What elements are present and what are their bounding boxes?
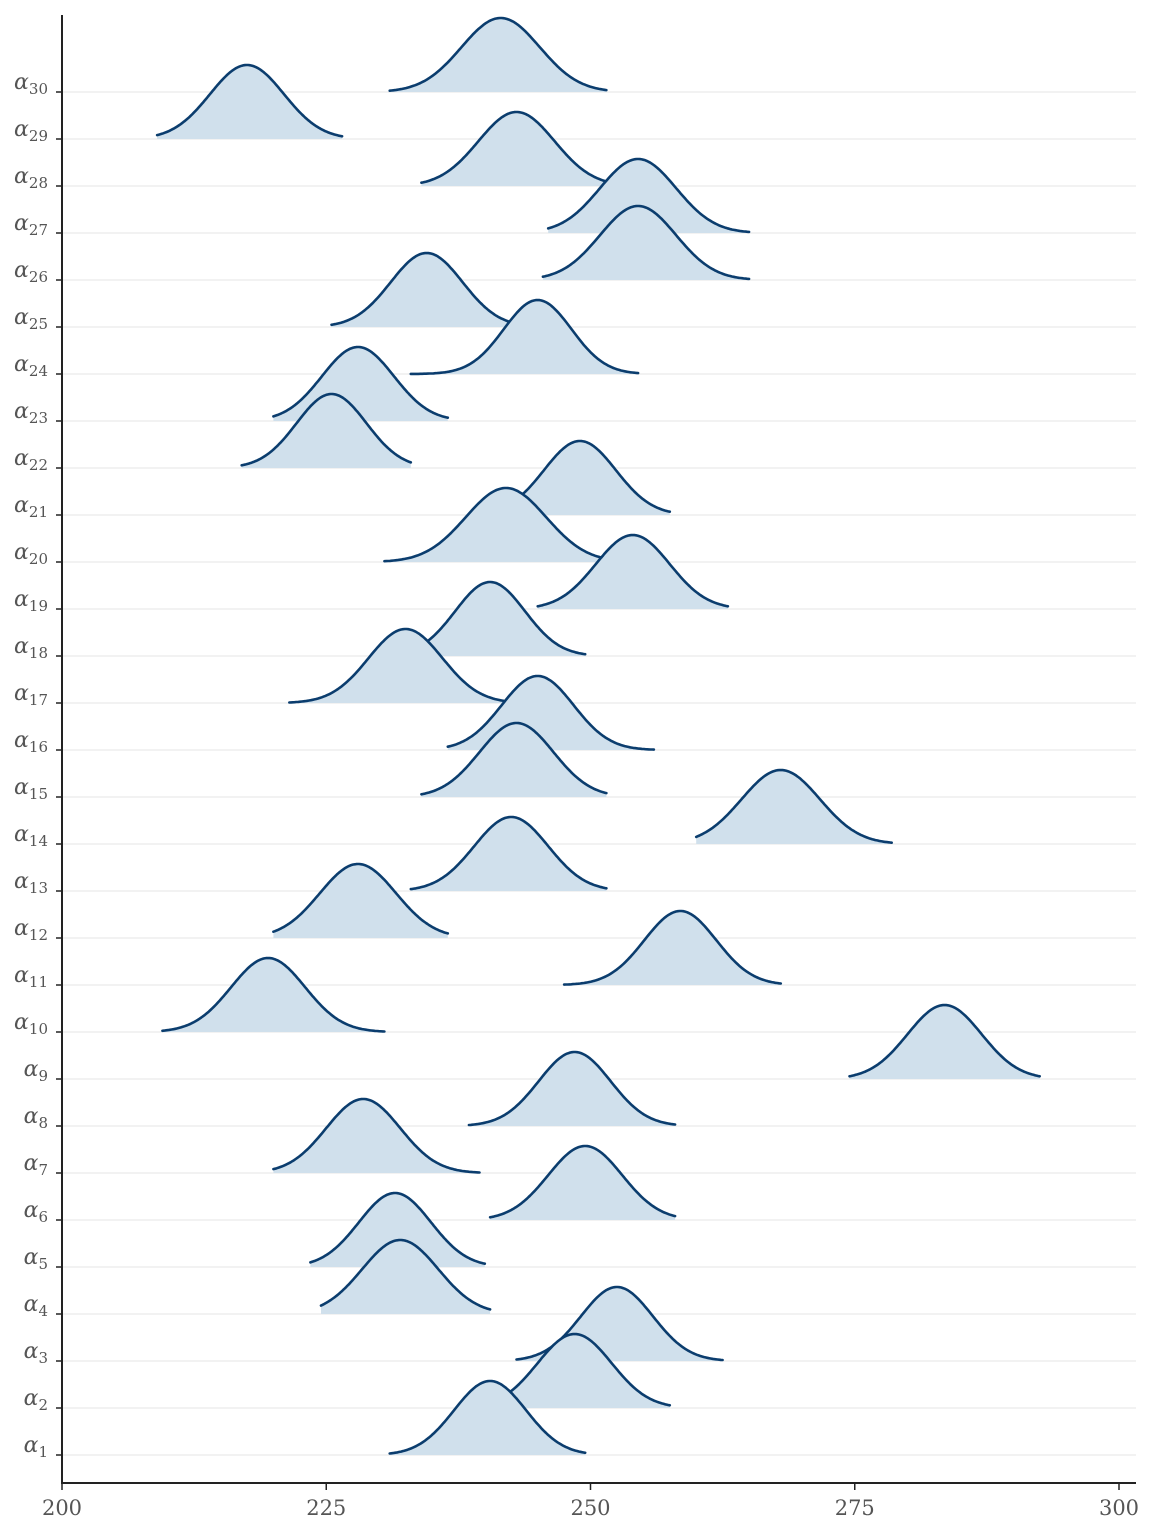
ridge-line-23 <box>272 345 450 419</box>
y-tick-label: α7 <box>24 1151 48 1179</box>
ridge-area-17 <box>289 629 506 703</box>
ridge-area-16 <box>447 676 654 750</box>
x-tick-label: 300 <box>1099 1496 1139 1520</box>
x-tick-label: 275 <box>835 1496 875 1520</box>
ridge-area-15 <box>421 723 607 797</box>
y-tick-label: α13 <box>14 869 48 897</box>
y-tick-label: α23 <box>14 399 48 427</box>
ridge-area-26 <box>542 206 750 280</box>
y-tick-labels: α1 α2 α3 α4 α5 α6 α7 α8 α9 α10 α11 α12 α13 α14 α15 α16 α… <box>14 70 48 1461</box>
ridge-area-7 <box>273 1099 480 1173</box>
y-tick-label: α26 <box>14 258 48 286</box>
ridge-line-1 <box>388 1379 587 1455</box>
x-tick-label: 250 <box>570 1496 610 1520</box>
y-tick-label: α3 <box>24 1339 48 1367</box>
y-tick-label: α22 <box>14 446 48 474</box>
y-tick-label: α24 <box>14 352 48 380</box>
ridge-area-29 <box>157 65 343 139</box>
grid-lines <box>62 91 1136 1456</box>
y-tick-label: α21 <box>14 493 48 521</box>
ridge-area-12 <box>273 864 448 938</box>
ridge-line-13 <box>409 815 608 891</box>
ridge-line-15 <box>420 721 608 796</box>
ridge-line-9 <box>848 1003 1041 1078</box>
y-tick-label: α14 <box>14 822 48 850</box>
y-tick-label: α30 <box>14 70 48 98</box>
ridge-area-18 <box>389 582 586 656</box>
y-tick-label: α25 <box>14 305 48 333</box>
ridge-line-25 <box>330 251 524 327</box>
ridge-area-5 <box>310 1193 485 1267</box>
x-tick-label: 225 <box>306 1496 346 1520</box>
y-tick-label: α18 <box>14 634 48 662</box>
ridge-line-17 <box>288 627 508 704</box>
y-tick-label: α17 <box>14 681 48 709</box>
y-tick-label: α1 <box>24 1433 48 1461</box>
ridge-line-27 <box>546 157 751 234</box>
y-tick-label: α20 <box>14 540 48 568</box>
ridge-line-10 <box>161 956 386 1033</box>
ridge-area-4 <box>321 1240 491 1314</box>
ridge-area-24 <box>410 300 639 374</box>
ridge-line-7 <box>272 1097 481 1174</box>
x-tick-label: 200 <box>42 1496 82 1520</box>
ridge-area-23 <box>273 347 448 421</box>
ridges <box>155 16 1041 1455</box>
ridge-area-14 <box>696 770 892 844</box>
ridge-area-22 <box>241 394 411 468</box>
ridge-line-12 <box>272 862 450 935</box>
ridge-line-30 <box>388 16 608 92</box>
y-tick-label: α2 <box>24 1386 48 1414</box>
ridge-area-21 <box>484 441 670 515</box>
ridge-line-29 <box>155 63 344 138</box>
y-tick-label: α16 <box>14 728 48 756</box>
y-tick-label: α15 <box>14 775 48 803</box>
ridge-line-26 <box>541 204 751 281</box>
ridge-area-13 <box>410 817 607 891</box>
y-tick-label: α12 <box>14 916 48 944</box>
y-tick-label: α27 <box>14 211 48 239</box>
ridge-line-19 <box>536 533 730 608</box>
ridge-line-20 <box>383 486 608 563</box>
ridge-line-28 <box>420 110 619 185</box>
ridge-area-8 <box>468 1052 676 1126</box>
ridge-line-5 <box>309 1191 487 1265</box>
ridge-line-16 <box>446 674 656 751</box>
y-tick-label: α10 <box>14 1010 48 1038</box>
ridge-line-11 <box>562 909 783 986</box>
ridge-area-28 <box>421 112 617 186</box>
y-tick-label: α11 <box>14 963 48 991</box>
y-tick-label: α29 <box>14 117 48 145</box>
y-tick-label: α5 <box>24 1245 48 1273</box>
ridge-area-2 <box>479 1334 670 1408</box>
ridge-area-11 <box>564 911 781 985</box>
y-tick-label: α6 <box>24 1198 48 1226</box>
ridge-area-25 <box>331 253 522 327</box>
ridge-line-6 <box>488 1144 677 1219</box>
ridge-line-8 <box>467 1050 677 1127</box>
ridge-area-1 <box>389 1381 586 1455</box>
y-tick-label: α28 <box>14 164 48 192</box>
ridge-area-6 <box>490 1146 676 1220</box>
y-tick-label: α19 <box>14 587 48 615</box>
ridge-area-9 <box>849 1005 1040 1079</box>
y-tick-label: α9 <box>24 1057 48 1085</box>
ridge-area-19 <box>537 535 728 609</box>
ridge-area-27 <box>548 159 750 233</box>
ridge-line-14 <box>694 768 893 844</box>
ridge-line-24 <box>409 298 640 376</box>
ridge-line-4 <box>319 1238 492 1311</box>
axes <box>56 15 1136 1490</box>
ridge-area-30 <box>389 18 607 92</box>
ridge-line-22 <box>240 392 413 467</box>
y-tick-label: α4 <box>24 1292 48 1320</box>
x-tick-labels: 200 225 250 275 300 <box>42 1496 1139 1520</box>
y-tick-label: α8 <box>24 1104 48 1132</box>
